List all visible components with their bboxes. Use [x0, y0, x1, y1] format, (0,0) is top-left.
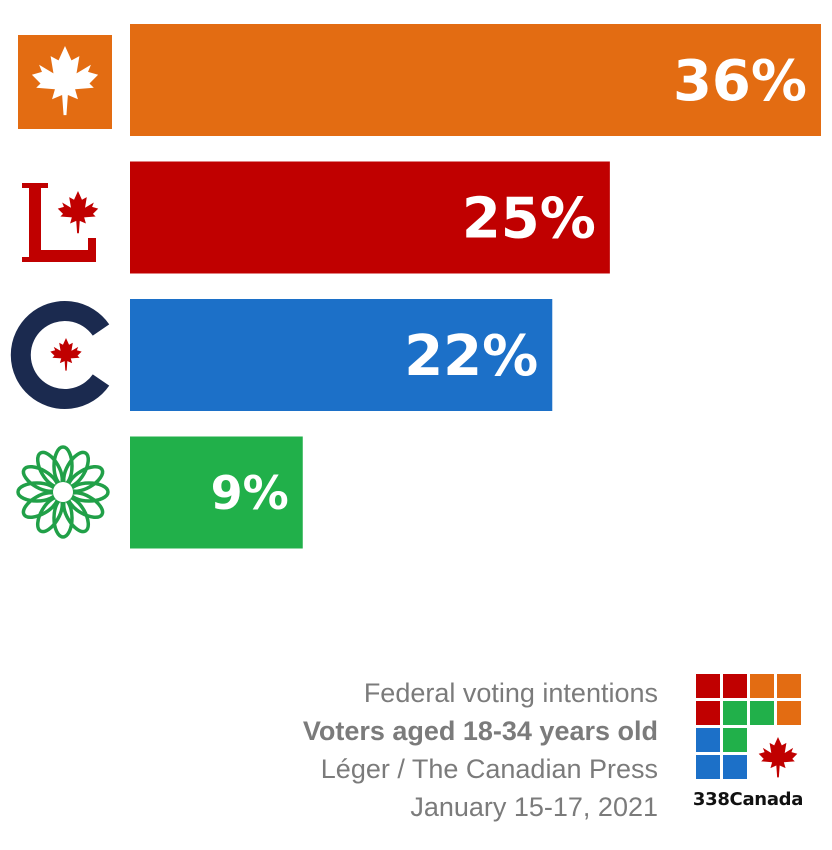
maple-leaf-square-icon — [18, 35, 112, 129]
brand-name: 338Canada — [692, 789, 804, 810]
bar-3 — [130, 299, 553, 411]
bar-value-label-2: 25% — [462, 187, 596, 252]
bar-value-label-1: 36% — [673, 49, 807, 114]
bar-2 — [130, 161, 610, 274]
green-flower-icon — [16, 445, 110, 539]
conservative-c-leaf-icon — [10, 301, 110, 409]
bar-4 — [130, 436, 303, 549]
bar-value-label-4: 9% — [211, 466, 289, 520]
footer-source: Léger / The Canadian Press — [320, 754, 658, 784]
liberal-l-leaf-icon — [22, 183, 99, 262]
footer-date: January 15-17, 2021 — [410, 792, 658, 822]
bar-chart: 36% 25% 22% 9% — [10, 24, 821, 549]
footer-title: Federal voting intentions — [363, 678, 658, 708]
338canada-logo-icon — [696, 674, 801, 779]
chart-footer: Federal voting intentions Voters aged 18… — [303, 674, 658, 826]
footer-subtitle: Voters aged 18-34 years old — [302, 716, 658, 746]
bar-1 — [130, 24, 821, 136]
bar-value-label-3: 22% — [404, 324, 538, 389]
